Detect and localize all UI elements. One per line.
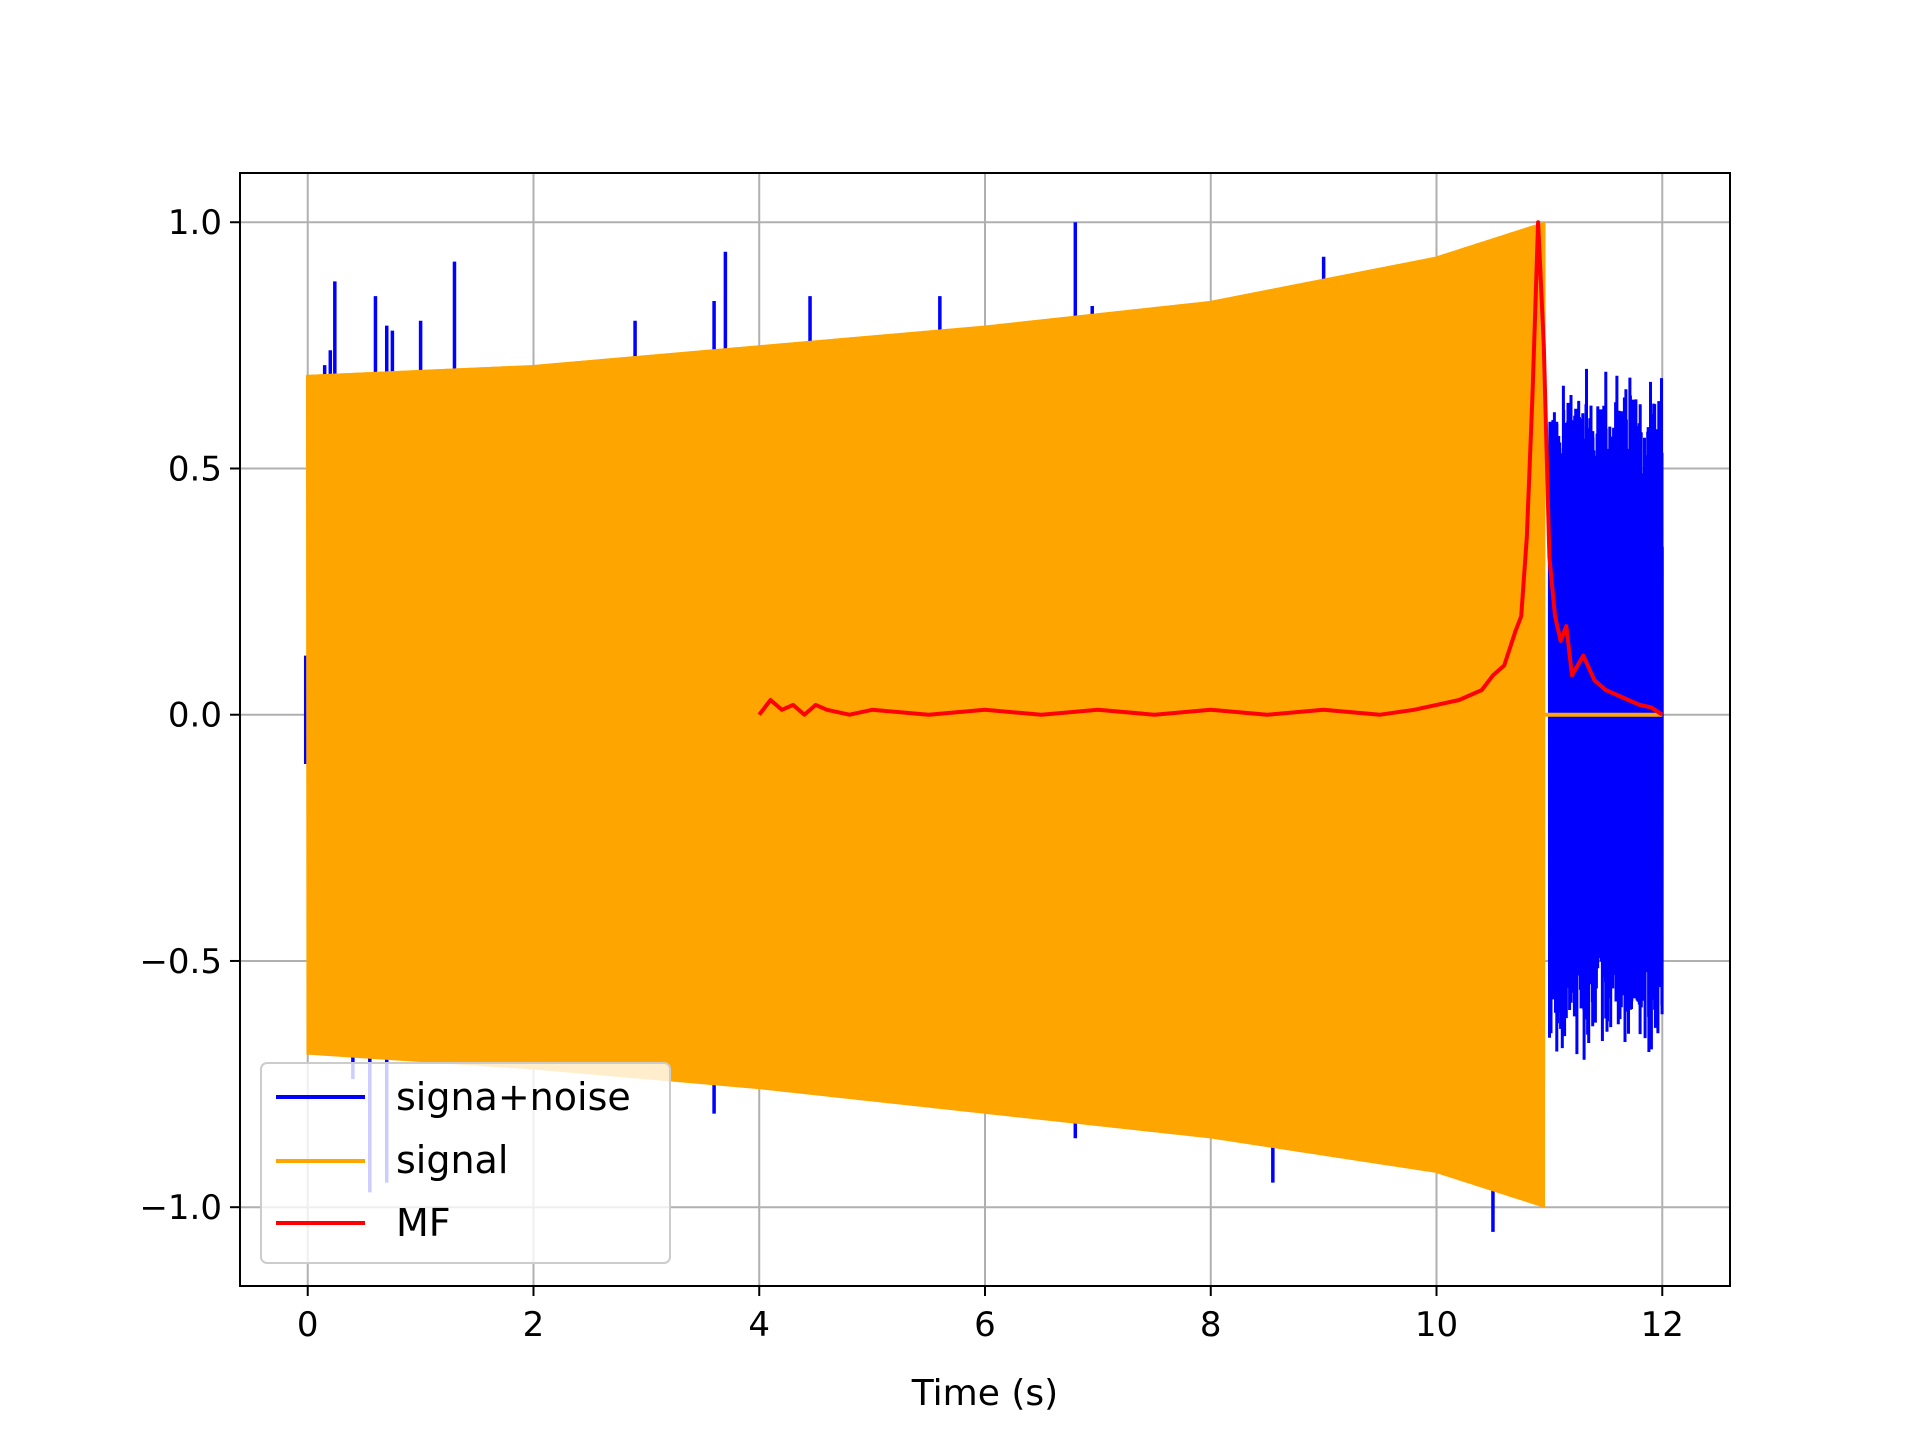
legend-label-mf: MF — [396, 1201, 451, 1245]
x-tick-label: 6 — [974, 1305, 996, 1345]
x-axis: 0 2 4 6 8 10 12 — [297, 1286, 1684, 1345]
y-tick-label: 0.0 — [168, 696, 222, 736]
mf-line — [757, 220, 1664, 717]
legend-box — [260, 1062, 671, 1264]
x-tick-label: 4 — [748, 1305, 770, 1345]
x-tick-label: 0 — [297, 1305, 319, 1345]
y-tick-label: 1.0 — [168, 203, 222, 243]
x-tick-label: 12 — [1641, 1305, 1684, 1345]
legend: signa+noise signal MF — [260, 1062, 671, 1264]
x-axis-label: Time (s) — [911, 1373, 1058, 1414]
series-layer — [303, 220, 1664, 1232]
y-tick-label: 0.5 — [168, 449, 222, 489]
legend-label-signal: signal — [396, 1138, 508, 1182]
x-tick-label: 8 — [1200, 1305, 1222, 1345]
x-tick-label: 2 — [523, 1305, 545, 1345]
x-tick-label: 10 — [1415, 1305, 1458, 1345]
y-tick-label: −0.5 — [139, 942, 222, 982]
legend-label-signal-noise: signa+noise — [396, 1075, 631, 1119]
signal-noise-tail — [1547, 368, 1664, 1060]
plot-area — [303, 220, 1664, 1232]
y-axis: −1.0 −0.5 0.0 0.5 1.0 — [139, 203, 240, 1228]
y-tick-label: −1.0 — [139, 1188, 222, 1228]
